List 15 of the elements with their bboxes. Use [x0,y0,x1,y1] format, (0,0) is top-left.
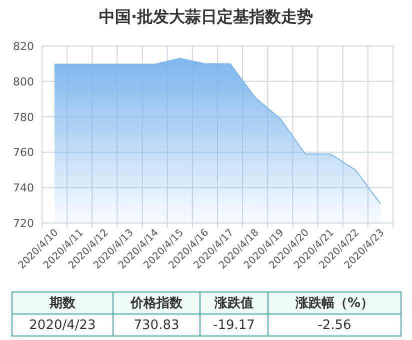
y-tick-label: 760 [13,146,34,160]
y-tick-label: 800 [13,75,34,88]
text: -19.17 [213,318,255,333]
text: 2020/4/23 [29,318,96,333]
chart-title: 中国·批发大蒜日定基指数走势 [98,7,314,26]
y-tick-label: 820 [13,40,34,53]
y-tick-label: 740 [13,182,34,195]
y-tick-label: 780 [13,110,34,124]
y-tick-label: 720 [13,217,34,230]
text: 价格指数 [130,296,184,311]
text: 期数 [48,296,76,311]
text: 730.83 [134,318,180,333]
text: 涨跌值 [214,296,254,311]
text: -2.56 [318,318,352,333]
text: 涨跌幅（%） [294,296,374,311]
